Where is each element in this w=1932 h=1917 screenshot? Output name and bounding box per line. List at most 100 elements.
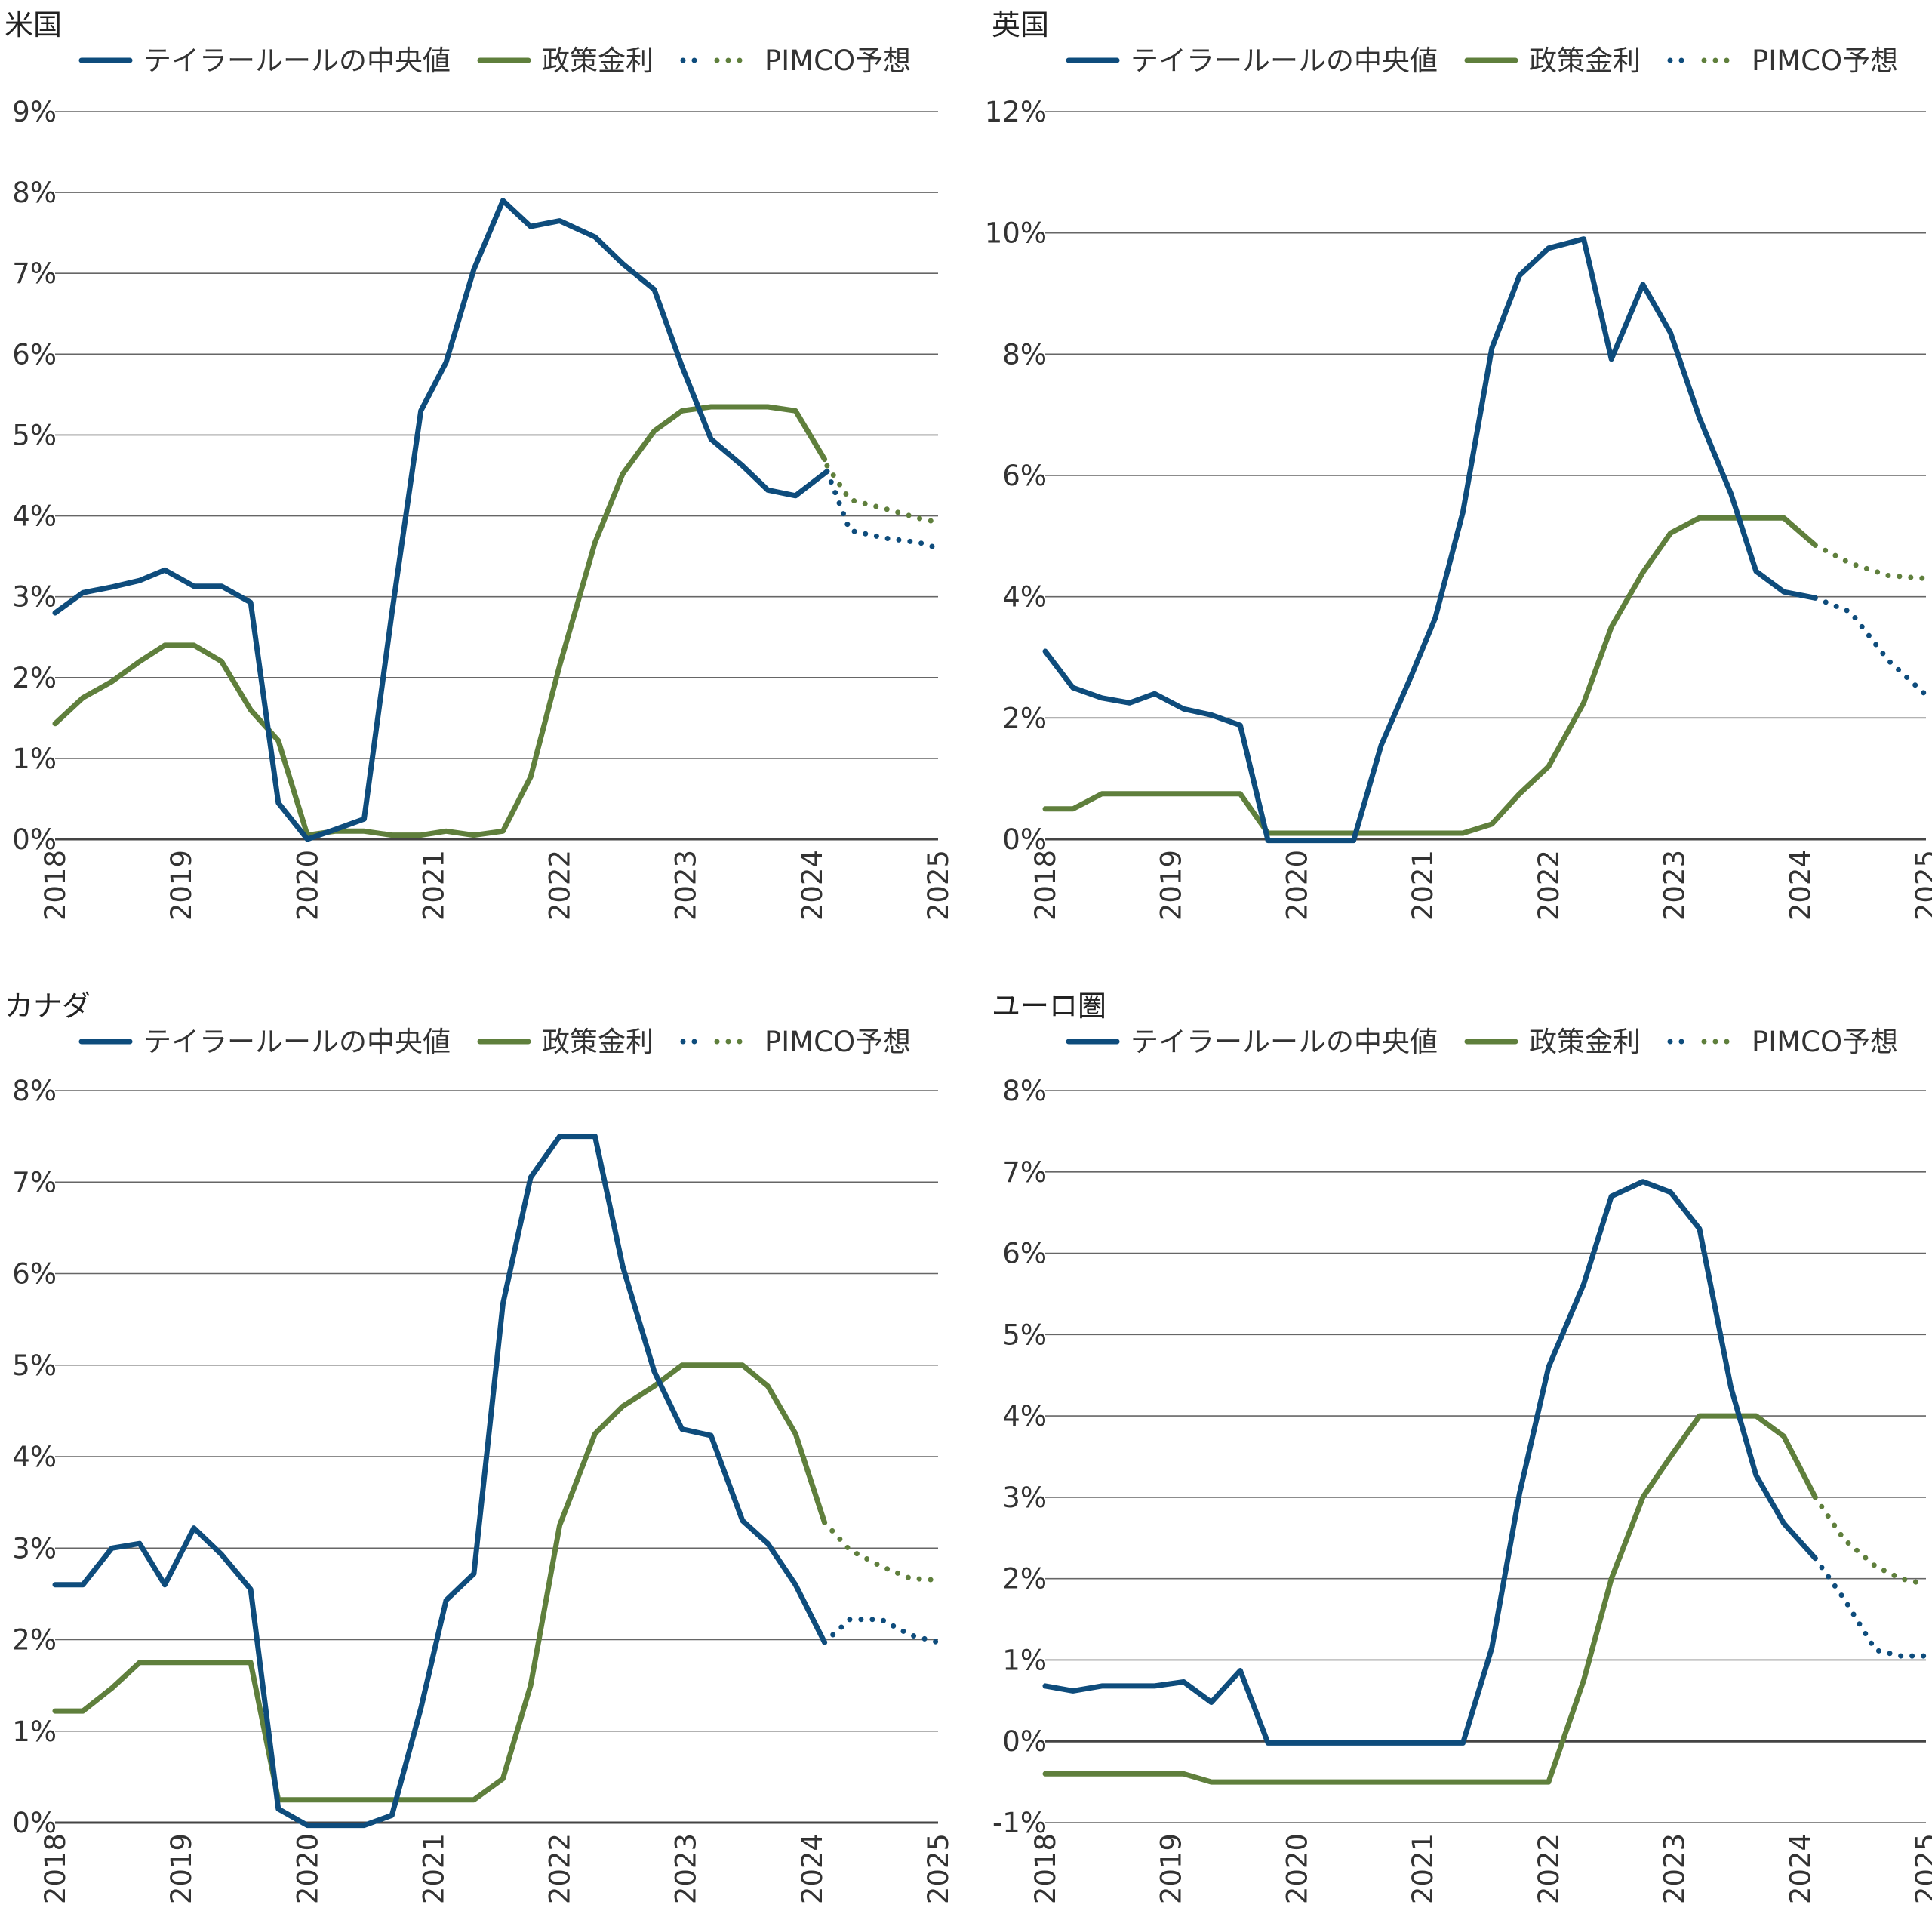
x-tick-label: 2025	[922, 850, 955, 921]
x-tick-label: 2024	[1784, 850, 1817, 921]
y-tick-label: 4%	[1002, 1400, 1047, 1432]
y-tick-label: 5%	[12, 1349, 57, 1382]
y-tick-label: 7%	[1002, 1156, 1047, 1189]
taylor-rule-forecast-line	[1812, 595, 1929, 698]
x-tick-label: 2023	[1659, 1833, 1691, 1904]
y-tick-label: 1%	[12, 1715, 57, 1748]
x-tick-label: 2022	[544, 850, 577, 921]
legend-policy-label: 政策金利	[542, 1026, 654, 1058]
taylor-rule-line	[1042, 236, 1818, 844]
chart-title: 英国	[992, 8, 1049, 42]
y-tick-label: 0%	[1002, 823, 1047, 856]
legend: テイラールールの中央値 政策金利 PIMCO予想	[78, 1026, 911, 1058]
y-tick-label: 6%	[12, 338, 57, 371]
policy-rate-line	[52, 404, 828, 838]
y-tick-label: 4%	[12, 1441, 57, 1473]
legend-taylor-label: テイラールールの中央値	[143, 45, 451, 77]
x-tick-label: 2022	[1533, 850, 1565, 921]
policy-rate-forecast-line	[1812, 1494, 1929, 1587]
taylor-rule-forecast-line	[822, 1617, 941, 1645]
legend-forecast-label: PIMCO予想	[764, 1026, 911, 1058]
x-tick-label: 2022	[1533, 1833, 1565, 1904]
y-tick-label: 2%	[1002, 702, 1047, 734]
y-tick-label: -1%	[992, 1807, 1047, 1839]
y-tick-label: 12%	[985, 96, 1047, 128]
taylor-rule-line	[52, 1134, 828, 1829]
legend-taylor-label: テイラールールの中央値	[1131, 1026, 1438, 1058]
y-tick-label: 4%	[1002, 581, 1047, 614]
y-tick-label: 2%	[12, 662, 57, 694]
y-tick-label: 8%	[1002, 1075, 1047, 1107]
x-tick-label: 2019	[165, 850, 198, 921]
x-tick-label: 2020	[1281, 1833, 1313, 1904]
legend-policy-label: 政策金利	[542, 45, 654, 77]
y-tick-label: 1%	[1002, 1644, 1047, 1676]
x-tick-label: 2018	[1029, 1833, 1062, 1904]
y-tick-label: 2%	[1002, 1563, 1047, 1595]
x-tick-label: 2020	[1281, 850, 1313, 921]
y-tick-label: 8%	[12, 1075, 57, 1107]
legend-forecast-label: PIMCO予想	[764, 45, 911, 77]
x-tick-label: 2023	[1659, 850, 1691, 921]
y-tick-label: 4%	[12, 500, 57, 533]
y-tick-label: 0%	[12, 1807, 57, 1839]
x-tick-label: 2021	[417, 1833, 450, 1904]
y-tick-label: 6%	[1002, 1238, 1047, 1270]
legend: テイラールールの中央値 政策金利 PIMCO予想	[1066, 45, 1898, 77]
x-tick-label: 2023	[670, 850, 703, 921]
y-tick-label: 6%	[12, 1258, 57, 1291]
y-tick-label: 3%	[12, 581, 57, 614]
chart-title: カナダ	[5, 989, 91, 1023]
policy-rate-forecast-line	[822, 1519, 941, 1583]
x-tick-label: 2025	[922, 1833, 955, 1904]
legend-policy-label: 政策金利	[1529, 45, 1641, 77]
policy-rate-line	[52, 1362, 828, 1803]
y-tick-label: 3%	[12, 1532, 57, 1565]
legend: テイラールールの中央値 政策金利 PIMCO予想	[1066, 1026, 1898, 1058]
y-tick-label: 1%	[12, 743, 57, 775]
legend-policy-label: 政策金利	[1529, 1026, 1641, 1058]
x-tick-label: 2021	[1407, 850, 1439, 921]
y-tick-label: 8%	[12, 177, 57, 209]
chart-title: ユーロ圏	[992, 989, 1106, 1023]
y-tick-label: 8%	[1002, 338, 1047, 371]
taylor-rule-forecast-line	[824, 469, 941, 551]
x-tick-label: 2024	[796, 850, 829, 921]
x-tick-label: 2019	[1155, 1833, 1188, 1904]
y-tick-label: 0%	[1002, 1725, 1047, 1758]
taylor-rule-forecast-line	[1812, 1555, 1929, 1659]
x-tick-label: 2020	[291, 1833, 324, 1904]
y-tick-label: 5%	[12, 419, 57, 451]
policy-rate-line	[1042, 1413, 1818, 1785]
x-tick-label: 2018	[1029, 850, 1062, 921]
y-tick-label: 9%	[12, 96, 57, 128]
policy-rate-forecast-line	[824, 463, 941, 525]
y-tick-label: 7%	[12, 1166, 57, 1199]
chart-title: 米国	[5, 8, 62, 42]
x-tick-label: 2019	[1155, 850, 1188, 921]
x-tick-label: 2021	[417, 850, 450, 921]
taylor-rule-line	[52, 198, 830, 842]
policy-rate-line	[1042, 515, 1818, 836]
x-tick-label: 2019	[165, 1833, 198, 1904]
legend-forecast-label: PIMCO予想	[1752, 45, 1898, 77]
x-tick-label: 2024	[796, 1833, 829, 1904]
x-tick-label: 2022	[544, 1833, 577, 1904]
y-tick-label: 5%	[1002, 1319, 1047, 1351]
legend: テイラールールの中央値 政策金利 PIMCO予想	[78, 45, 911, 77]
policy-rate-forecast-line	[1812, 542, 1929, 582]
y-tick-label: 7%	[12, 257, 57, 290]
y-tick-label: 10%	[985, 217, 1047, 250]
y-tick-label: 6%	[1002, 460, 1047, 492]
y-tick-label: 0%	[12, 823, 57, 856]
x-tick-label: 2023	[670, 1833, 703, 1904]
legend-taylor-label: テイラールールの中央値	[143, 1026, 451, 1058]
x-tick-label: 2018	[39, 850, 72, 921]
y-tick-label: 2%	[12, 1624, 57, 1657]
x-tick-label: 2025	[1910, 850, 1932, 921]
x-tick-label: 2021	[1407, 1833, 1439, 1904]
